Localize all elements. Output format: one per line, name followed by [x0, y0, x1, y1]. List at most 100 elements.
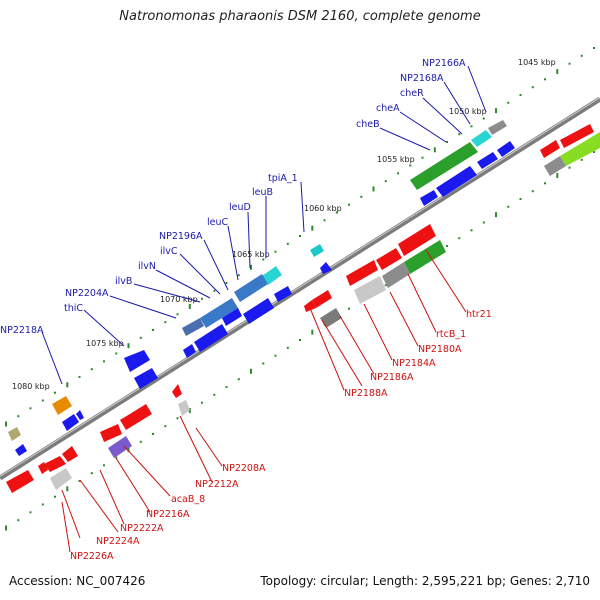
gene-arrow[interactable]	[234, 274, 268, 302]
gene-arrow[interactable]	[262, 266, 282, 285]
gene-label[interactable]: tpiA_1	[268, 173, 298, 184]
gene-label[interactable]: cheR	[400, 88, 424, 99]
gene-arrow[interactable]	[382, 262, 410, 288]
gene-arrow[interactable]	[310, 244, 324, 257]
gene-label[interactable]: NP2196A	[159, 231, 203, 242]
gene-arrow[interactable]	[477, 152, 498, 169]
gene-label[interactable]: acaB_8	[171, 494, 205, 505]
scale-dot	[115, 352, 118, 355]
scale-dot	[201, 297, 203, 300]
gene-arrow[interactable]	[410, 142, 478, 190]
gene-label[interactable]: NP2186A	[370, 372, 414, 383]
kbp-label: 1055 kbp	[377, 155, 415, 164]
gene-label[interactable]: leuD	[229, 202, 251, 213]
scale-dot	[237, 274, 240, 277]
gene-arrow[interactable]	[182, 318, 204, 336]
gene-arrow[interactable]	[540, 140, 560, 158]
gene-arrow[interactable]	[62, 414, 79, 431]
gene-label[interactable]: htr21	[466, 309, 492, 320]
gene-arrow[interactable]	[62, 446, 78, 462]
gene-label[interactable]: NP2216A	[146, 509, 190, 520]
reverse-label-leaders	[61, 249, 467, 553]
scale-dot	[225, 282, 228, 284]
scale-dot	[311, 225, 314, 231]
gene-arrow[interactable]	[183, 344, 196, 358]
gene-arrow[interactable]	[560, 124, 594, 148]
gene-arrow[interactable]	[420, 190, 438, 206]
gene-label[interactable]: NP2224A	[96, 536, 140, 547]
gene-label[interactable]: NP2168A	[400, 73, 444, 84]
gene-label[interactable]: NP2222A	[120, 523, 164, 534]
gene-label[interactable]: NP2226A	[70, 551, 114, 562]
gene-arrow[interactable]	[38, 462, 48, 474]
gene-arrow[interactable]	[376, 248, 402, 270]
scale-dot	[139, 336, 142, 339]
gene-arrow[interactable]	[100, 424, 122, 442]
gene-label[interactable]: leuC	[207, 217, 229, 228]
forward-label-leaders	[41, 65, 487, 385]
scale-dot	[519, 94, 522, 96]
gene-label[interactable]: ilvN	[138, 261, 156, 272]
gene-label[interactable]: NP2204A	[65, 288, 109, 299]
gene-label[interactable]: NP2218A	[0, 325, 44, 336]
gene-arrow[interactable]	[436, 166, 477, 197]
scale-dot	[274, 354, 277, 357]
gene-arrow[interactable]	[200, 298, 238, 328]
gene-label[interactable]: ilvC	[160, 246, 178, 257]
scale-dot	[384, 180, 387, 183]
scale-dot	[274, 250, 277, 253]
gene-label[interactable]: thiC	[64, 303, 83, 314]
gene-arrow[interactable]	[172, 384, 182, 398]
kbp-label: 1075 kbp	[86, 339, 124, 348]
scale-dot	[531, 86, 534, 89]
gene-arrow[interactable]	[346, 260, 378, 286]
gene-arrow[interactable]	[354, 276, 386, 304]
scale-dot	[29, 407, 32, 410]
gene-label[interactable]: ilvB	[115, 276, 132, 287]
gene-arrow[interactable]	[488, 120, 507, 135]
gene-arrow[interactable]	[320, 308, 342, 328]
gene-label[interactable]: NP2184A	[392, 358, 436, 369]
gene-arrow[interactable]	[243, 298, 274, 324]
gene-arrow[interactable]	[6, 470, 34, 493]
gene-arrow[interactable]	[15, 444, 27, 456]
gene-label[interactable]: NP2212A	[195, 479, 239, 490]
scale-dot	[54, 391, 56, 394]
gene-arrow[interactable]	[178, 400, 190, 416]
gene-arrow[interactable]	[404, 240, 446, 274]
gene-arrow[interactable]	[108, 436, 132, 458]
gene-label[interactable]: leuB	[252, 187, 273, 198]
gene-arrow[interactable]	[312, 290, 332, 308]
gene-label[interactable]: NP2188A	[344, 388, 388, 399]
gene-arrow[interactable]	[497, 141, 515, 157]
gene-arrow[interactable]	[560, 132, 600, 166]
gene-arrow[interactable]	[120, 404, 152, 430]
gene-arrow[interactable]	[222, 308, 242, 326]
gene-label[interactable]: NP2166A	[422, 58, 466, 69]
gene-arrow[interactable]	[398, 224, 436, 256]
scale-dot	[286, 242, 289, 245]
gene-arrow[interactable]	[274, 286, 292, 302]
gene-arrow[interactable]	[320, 262, 332, 274]
gene-arrow[interactable]	[304, 300, 316, 312]
gene-arrow[interactable]	[544, 156, 566, 176]
gene-label[interactable]: cheA	[376, 103, 400, 114]
gene-arrow[interactable]	[50, 468, 72, 490]
gene-label[interactable]: NP2180A	[418, 344, 462, 355]
gene-label[interactable]: rtcB_1	[436, 329, 466, 340]
map-title: Natronomonas pharaonis DSM 2160, complet…	[119, 9, 481, 24]
gene-arrow[interactable]	[44, 456, 66, 472]
gene-arrow[interactable]	[76, 410, 84, 420]
genome-summary-text: Topology: circular; Length: 2,595,221 bp…	[260, 574, 590, 588]
gene-label[interactable]: NP2208A	[222, 463, 266, 474]
scale-dot	[127, 343, 130, 349]
scale-dot	[458, 133, 461, 136]
gene-arrow[interactable]	[124, 350, 150, 372]
scale-dot	[409, 164, 412, 167]
gene-arrow[interactable]	[52, 396, 72, 415]
gene-label[interactable]: cheB	[356, 119, 380, 130]
gene-arrow[interactable]	[134, 368, 158, 389]
gene-arrow[interactable]	[8, 427, 21, 441]
gene-arrow[interactable]	[471, 130, 492, 147]
gene-arrow[interactable]	[194, 324, 228, 352]
